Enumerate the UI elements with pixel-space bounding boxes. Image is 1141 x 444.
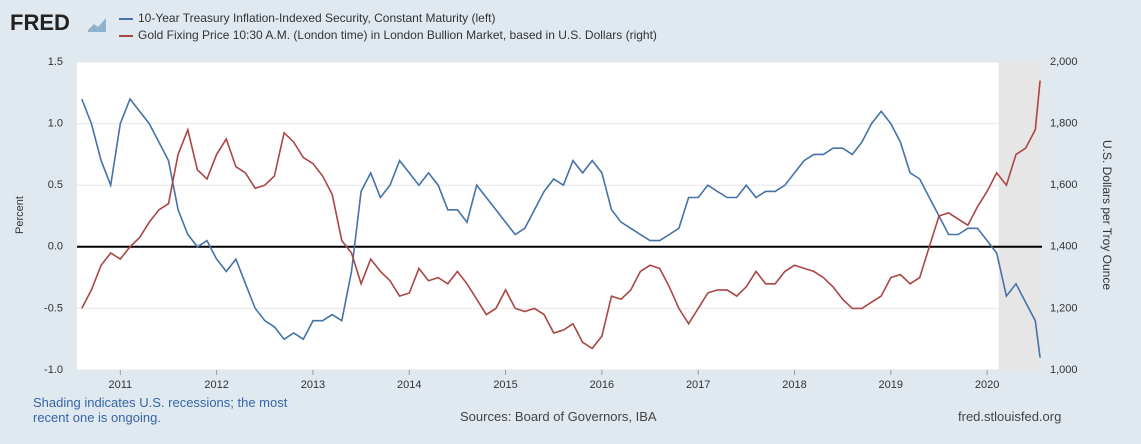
y2-tick-label: 1,000 [1050,364,1078,376]
y2-axis-title: U.S. Dollars per Troy Ounce [1100,140,1114,290]
y-tick-label: 1.5 [48,56,63,68]
site[interactable]: fred.stlouisfed.org [958,409,1062,424]
y2-tick-label: 2,000 [1050,56,1078,68]
series-line [81,80,1041,350]
logo-icon [88,18,106,32]
legend-label: Gold Fixing Price 10:30 A.M. (London tim… [138,28,657,42]
x-tick-label: 2015 [493,379,517,391]
plot-area [77,62,1042,370]
note: Shading indicates U.S. recessions; the m… [33,395,288,425]
y2-tick-label: 1,800 [1050,118,1078,130]
x-tick-label: 2019 [879,379,903,391]
x-tick-label: 2012 [204,379,228,391]
y-axis-title: Percent [14,196,26,234]
y2-tick-label: 1,200 [1050,302,1078,314]
y-tick-label: 0.0 [48,241,63,253]
x-tick-label: 2014 [397,379,421,391]
y-tick-label: 0.5 [48,179,63,191]
source: Sources: Board of Governors, IBA [460,409,657,424]
x-tick-label: 2017 [686,379,710,391]
x-tick-label: 2020 [975,379,999,391]
logo: FRED [10,10,70,35]
x-tick-label: 2016 [590,379,614,391]
x-tick-label: 2013 [301,379,325,391]
y-tick-label: -1.0 [44,364,63,376]
y2-tick-label: 1,600 [1050,179,1078,191]
series-line [81,97,1041,358]
y-tick-label: -0.5 [44,302,63,314]
y2-tick-label: 1,400 [1050,241,1078,253]
legend-label: 10-Year Treasury Inflation-Indexed Secur… [138,11,496,25]
x-tick-label: 2011 [109,379,133,391]
y-tick-label: 1.0 [48,118,63,130]
x-tick-label: 2018 [782,379,806,391]
